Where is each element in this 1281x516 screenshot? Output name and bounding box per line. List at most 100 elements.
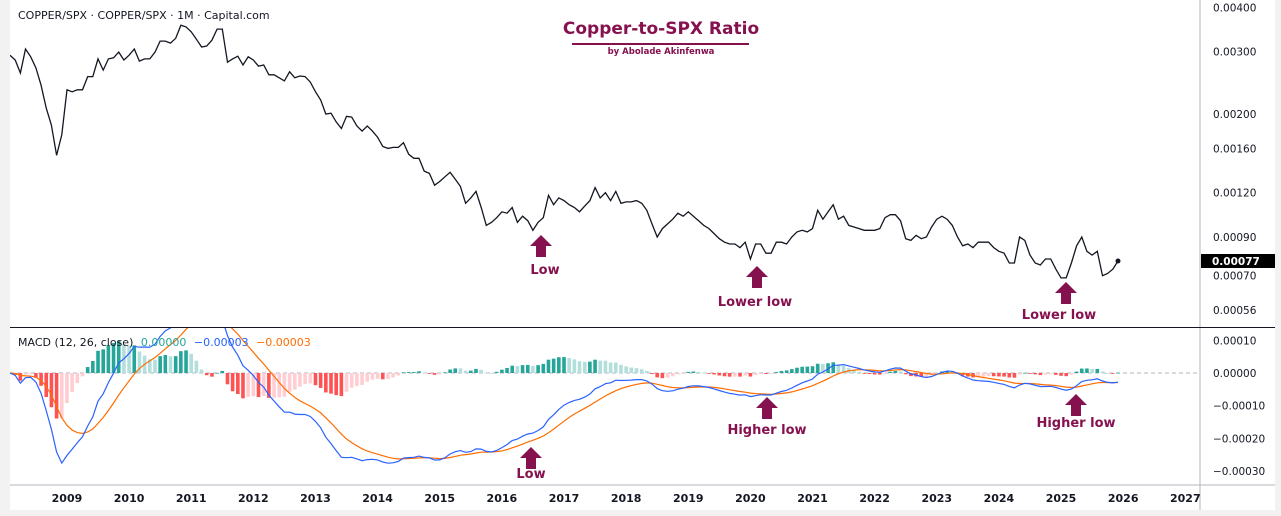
- macd-legend[interactable]: MACD (12, 26, close) 0.00000 −0.00003 −0…: [18, 336, 315, 349]
- histogram-bar: [893, 370, 898, 373]
- histogram-bar: [272, 373, 276, 398]
- price-axis-tick: 0.00070: [1213, 271, 1256, 283]
- histogram-bar: [924, 373, 929, 377]
- time-axis-tick: 2025: [1046, 492, 1077, 505]
- macd-legend-label: MACD (12, 26, close): [18, 336, 134, 349]
- histogram-bar: [738, 373, 742, 377]
- histogram-bar: [603, 360, 608, 373]
- annotation-price-lower-low-2025: Lower low: [1021, 308, 1097, 323]
- histogram-bar: [1043, 373, 1048, 375]
- histogram-bar: [448, 369, 452, 373]
- price-axis-tick: 0.00120: [1213, 188, 1256, 200]
- histogram-bar: [396, 373, 401, 376]
- histogram-bar: [909, 373, 913, 377]
- histogram-bar: [292, 373, 297, 390]
- macd-signal-line: [10, 328, 1119, 460]
- price-axis-tick: 0.00160: [1213, 143, 1256, 155]
- histogram-bar: [945, 370, 949, 373]
- histogram-bar: [204, 373, 209, 376]
- histogram-bar: [474, 368, 478, 373]
- histogram-bar: [515, 366, 520, 373]
- histogram-bar: [733, 373, 737, 377]
- histogram-bar: [432, 373, 437, 375]
- histogram-bar: [510, 365, 515, 373]
- histogram-bar: [541, 363, 546, 373]
- up-arrow-icon: [1065, 394, 1087, 416]
- histogram-bar: [261, 373, 266, 397]
- histogram-bar: [872, 373, 877, 375]
- histogram-bar: [857, 371, 861, 373]
- histogram-bar: [758, 373, 763, 374]
- annotation-macd-low: Low: [516, 467, 546, 482]
- macd-axis-tick: −0.00030: [1213, 466, 1265, 478]
- histogram-bar: [1095, 368, 1100, 373]
- histogram-bar: [101, 349, 105, 373]
- time-axis-tick: 2021: [797, 492, 828, 505]
- macd-axis-tick: −0.00010: [1213, 401, 1265, 413]
- histogram-bar: [764, 373, 768, 374]
- histogram-bar: [852, 370, 856, 373]
- time-axis-tick: 2011: [176, 492, 207, 505]
- histogram-bar: [334, 373, 338, 396]
- histogram-bar: [531, 365, 535, 373]
- histogram-bar: [634, 368, 639, 373]
- histogram-bar: [505, 368, 509, 373]
- histogram-bar: [976, 373, 981, 378]
- histogram-bar: [1079, 368, 1084, 373]
- histogram-bar: [919, 373, 924, 378]
- histogram-bar: [878, 373, 882, 375]
- histogram-bar: [1100, 371, 1105, 373]
- annotation-price-lower-low-2020: Lower low: [717, 295, 793, 310]
- histogram-bar: [215, 372, 219, 374]
- histogram-bar: [582, 361, 587, 373]
- histogram-bar: [1017, 373, 1022, 375]
- time-axis[interactable]: 2009 2010 2011 2012 2013 2014 2015 2016 2017 2018…: [52, 492, 1201, 505]
- histogram-bar: [1002, 373, 1006, 377]
- histogram-bar: [1007, 373, 1012, 378]
- histogram-bar: [28, 373, 33, 375]
- histogram-bar: [349, 373, 354, 388]
- price-axis[interactable]: 0.00400 0.00300 0.00200 0.00160 0.00120 0.000…: [1213, 2, 1257, 317]
- annotation-macd-higher-low-2020: Higher low: [727, 423, 807, 438]
- histogram-bar: [220, 370, 225, 373]
- histogram-bar: [520, 365, 525, 373]
- histogram-bar: [810, 366, 815, 373]
- histogram-bar: [106, 345, 111, 373]
- macd-axis[interactable]: 0.00010 0.00000 −0.00010 −0.00020 −0.00030: [1213, 335, 1265, 478]
- histogram-bar: [355, 373, 359, 387]
- histogram-bar: [158, 356, 162, 373]
- histogram-bar: [153, 359, 157, 373]
- histogram-bar: [784, 370, 789, 373]
- histogram-bar: [298, 373, 302, 387]
- histogram-bar: [639, 369, 644, 373]
- histogram-bar: [1033, 373, 1037, 375]
- histogram-bar: [681, 373, 685, 374]
- histogram-bar: [458, 368, 463, 373]
- histogram-bar: [815, 363, 820, 373]
- chart-title: Copper-to-SPX Ratio: [562, 19, 760, 39]
- chart-background: [10, 0, 1275, 510]
- histogram-bar: [691, 371, 696, 373]
- histogram-bar: [199, 369, 204, 373]
- histogram-bar: [593, 359, 597, 373]
- histogram-bar: [1085, 368, 1089, 373]
- histogram-bar: [246, 373, 250, 397]
- histogram-bar: [210, 373, 214, 377]
- histogram-bar: [339, 373, 344, 397]
- histogram-bar: [1023, 372, 1027, 374]
- histogram-bar: [163, 354, 168, 373]
- annotation-price-low: Low: [530, 263, 560, 278]
- histogram-bar: [267, 373, 271, 398]
- histogram-bar: [862, 373, 867, 374]
- histogram-bar: [795, 367, 799, 373]
- histogram-bar: [65, 373, 69, 404]
- time-axis-tick: 2026: [1108, 492, 1139, 505]
- histogram-bar: [412, 372, 416, 373]
- histogram-bar: [277, 373, 282, 398]
- histogram-bar: [282, 373, 287, 397]
- histogram-bar: [981, 373, 986, 377]
- histogram-bar: [805, 366, 810, 373]
- histogram-bar: [406, 372, 411, 373]
- macd-legend-macd: −0.00003: [193, 336, 249, 349]
